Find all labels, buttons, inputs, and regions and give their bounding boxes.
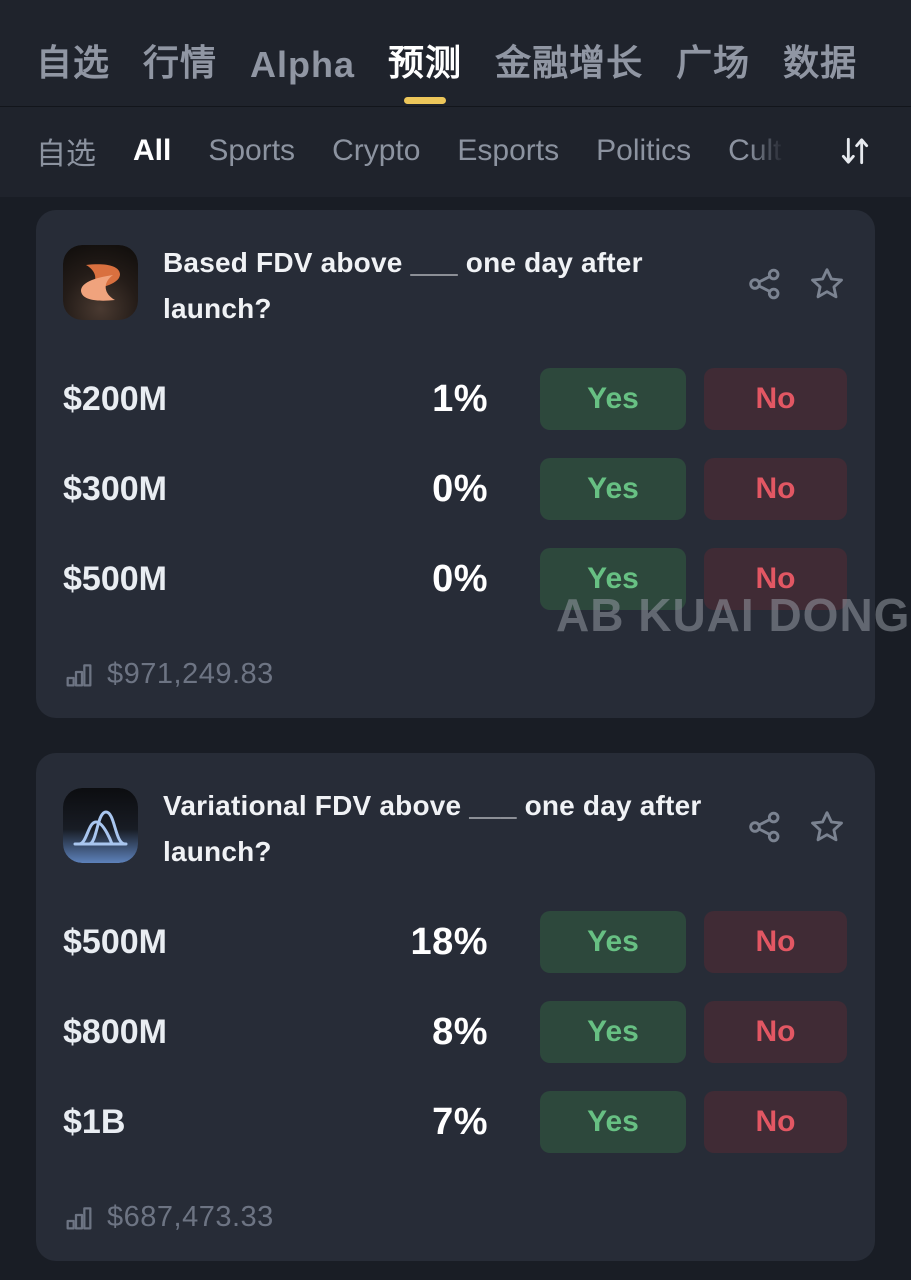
category-filter-bar: 自选 All Sports Crypto Esports Politics Cu…: [0, 107, 911, 197]
volume-bars-icon: [66, 1207, 92, 1230]
sort-button[interactable]: [835, 131, 875, 171]
volume-row: $971,249.83: [63, 656, 847, 692]
card-header: Based FDV above ___ one day after launch…: [63, 240, 847, 332]
volume-amount: $971,249.83: [107, 657, 274, 690]
outcome-probability: 0%: [432, 557, 488, 600]
yes-button[interactable]: Yes: [540, 458, 686, 520]
star-icon: [811, 811, 843, 842]
outcome-probability: 1%: [432, 377, 488, 420]
yes-button[interactable]: Yes: [540, 368, 686, 430]
filter-all[interactable]: All: [133, 134, 172, 167]
outcome-row: $300M 0% Yes No: [63, 444, 847, 534]
outcome-probability: 0%: [432, 467, 488, 510]
tab-alpha[interactable]: Alpha: [250, 44, 356, 85]
tab-finance-growth[interactable]: 金融增长: [495, 42, 644, 83]
share-button[interactable]: [745, 264, 785, 304]
yes-button[interactable]: Yes: [540, 1091, 686, 1153]
share-icon: [749, 811, 780, 843]
favorite-button[interactable]: [807, 807, 847, 847]
tab-markets[interactable]: 行情: [143, 42, 218, 83]
card-header: Variational FDV above ___ one day after …: [63, 783, 847, 875]
outcome-probability: 18%: [410, 920, 488, 963]
share-button[interactable]: [745, 807, 785, 847]
market-question: Variational FDV above ___ one day after …: [163, 790, 702, 867]
favorite-button[interactable]: [807, 264, 847, 304]
market-list: Based FDV above ___ one day after launch…: [0, 197, 911, 1280]
no-button[interactable]: No: [704, 548, 847, 610]
based-app-icon: [63, 245, 138, 320]
market-card-based[interactable]: Based FDV above ___ one day after launch…: [36, 210, 875, 718]
tab-watchlist[interactable]: 自选: [36, 42, 111, 83]
yes-button[interactable]: Yes: [540, 548, 686, 610]
filter-politics[interactable]: Politics: [596, 134, 692, 167]
top-nav: 自选 行情 Alpha 预测 金融增长 广场 数据: [0, 0, 911, 107]
market-card-variational[interactable]: Variational FDV above ___ one day after …: [36, 753, 875, 1261]
yes-button[interactable]: Yes: [540, 911, 686, 973]
card-actions: [745, 807, 847, 847]
card-actions: [745, 264, 847, 304]
outcome-row: $800M 8% Yes No: [63, 987, 847, 1077]
filter-fade-overlay: [747, 134, 782, 168]
volume-bars-icon: [66, 664, 92, 687]
sort-arrows-icon: [841, 137, 869, 165]
market-question: Based FDV above ___ one day after launch…: [163, 247, 643, 324]
no-button[interactable]: No: [704, 911, 847, 973]
outcome-label: $500M: [63, 559, 167, 598]
volume-row: $687,473.33: [63, 1199, 847, 1235]
filter-culture[interactable]: Cult: [728, 134, 782, 168]
no-button[interactable]: No: [704, 1091, 847, 1153]
outcome-label: $300M: [63, 469, 167, 508]
outcome-row: $500M 18% Yes No: [63, 897, 847, 987]
volume-amount: $687,473.33: [107, 1200, 274, 1233]
outcome-label: $500M: [63, 922, 167, 961]
no-button[interactable]: No: [704, 458, 847, 520]
outcome-label: $1B: [63, 1102, 126, 1141]
outcome-list: $500M 18% Yes No $800M 8% Yes No $1B 7% …: [63, 897, 847, 1167]
filter-watchlist[interactable]: 自选: [36, 138, 96, 171]
outcome-row: $200M 1% Yes No: [63, 354, 847, 444]
no-button[interactable]: No: [704, 1001, 847, 1063]
filter-crypto[interactable]: Crypto: [332, 134, 421, 167]
variational-app-icon: [63, 788, 138, 863]
outcome-list: $200M 1% Yes No $300M 0% Yes No $500M 0%…: [63, 354, 847, 624]
tab-square[interactable]: 广场: [676, 42, 751, 83]
share-icon: [749, 268, 780, 300]
main-tabs: 自选 行情 Alpha 预测 金融增长 广场 数据: [0, 34, 911, 106]
no-button[interactable]: No: [704, 368, 847, 430]
star-icon: [811, 268, 843, 299]
outcome-row: $500M 0% Yes No: [63, 534, 847, 624]
filter-sports[interactable]: Sports: [208, 134, 296, 167]
yes-button[interactable]: Yes: [540, 1001, 686, 1063]
outcome-probability: 7%: [432, 1100, 488, 1143]
outcome-label: $200M: [63, 379, 167, 418]
tab-predictions[interactable]: 预测: [388, 34, 462, 86]
outcome-label: $800M: [63, 1012, 167, 1051]
filter-esports[interactable]: Esports: [457, 134, 560, 167]
outcome-row: $1B 7% Yes No: [63, 1077, 847, 1167]
outcome-probability: 8%: [432, 1010, 488, 1053]
tab-data[interactable]: 数据: [783, 42, 858, 83]
